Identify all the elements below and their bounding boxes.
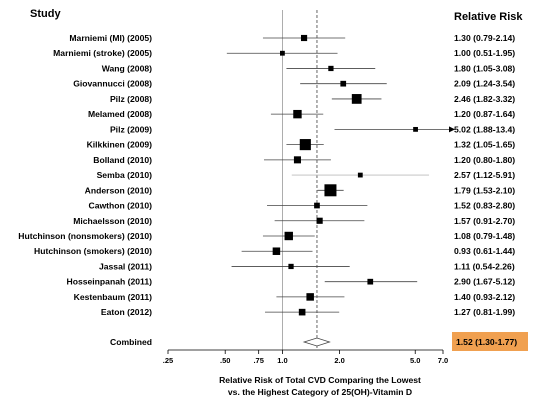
combined-highlight	[452, 332, 528, 351]
study-label: Kilkkinen (2009)	[87, 140, 153, 150]
rr-value: 1.20 (0.80-1.80)	[454, 155, 515, 165]
x-tick-label: 1.0	[277, 356, 287, 365]
rr-value: 1.57 (0.91-2.70)	[454, 216, 515, 226]
rr-value: 1.32 (1.05-1.65)	[454, 140, 515, 150]
rr-value: 1.30 (0.79-2.14)	[454, 33, 515, 43]
rr-value: 2.57 (1.12-5.91)	[454, 170, 515, 180]
rr-value: 0.93 (0.61-1.44)	[454, 246, 515, 256]
point-estimate	[340, 80, 347, 87]
point-estimate	[306, 293, 314, 301]
point-estimate	[280, 50, 285, 56]
rr-value: 1.27 (0.81-1.99)	[454, 307, 515, 317]
rr-value: 1.40 (0.93-2.12)	[454, 292, 515, 302]
rr-value: 1.08 (0.79-1.48)	[454, 231, 515, 241]
rr-value: 1.11 (0.54-2.26)	[454, 261, 515, 271]
x-tick-label: .75	[253, 356, 263, 365]
study-label: Kestenbaum (2011)	[74, 292, 152, 302]
rr-value: 2.09 (1.24-3.54)	[454, 79, 515, 89]
point-estimate	[284, 231, 293, 241]
point-estimate	[299, 139, 311, 151]
point-estimate	[316, 217, 323, 224]
study-label: Marniemi (stroke) (2005)	[53, 48, 152, 58]
rr-value: 1.52 (0.83-2.80)	[454, 201, 515, 211]
study-label: Cawthon (2010)	[88, 201, 152, 211]
x-tick-label: 2.0	[334, 356, 344, 365]
x-tick-label: 7.0	[438, 356, 448, 365]
study-label: Hutchinson (smokers) (2010)	[34, 246, 152, 256]
x-axis-label-line2: vs. the Highest Category of 25(OH)-Vitam…	[228, 387, 412, 397]
x-tick-label: .25	[163, 356, 173, 365]
rr-value: 2.46 (1.82-3.32)	[454, 94, 515, 104]
x-tick-label: 5.0	[410, 356, 420, 365]
rr-value: 1.80 (1.05-3.08)	[454, 63, 515, 73]
combined-label: Combined	[110, 337, 152, 347]
x-axis: .25 .50 .75 1.0 2.0 5.0 7.0	[163, 349, 448, 365]
study-label: Eaton (2012)	[101, 307, 152, 317]
rr-value: 1.79 (1.53-2.10)	[454, 185, 515, 195]
point-estimate	[288, 263, 294, 270]
combined-value: 1.52 (1.30-1.77)	[456, 337, 517, 347]
rr-value: 5.02 (1.88-13.4)	[454, 124, 515, 134]
ci-arrow	[449, 126, 455, 133]
study-label: Bolland (2010)	[93, 155, 152, 165]
study-label: Anderson (2010)	[85, 185, 152, 195]
study-label: Hosseinpanah (2011)	[67, 277, 153, 287]
point-estimate	[293, 156, 301, 164]
study-label: Hutchinson (nonsmokers) (2010)	[18, 231, 152, 241]
relative-risk-values: 1.30 (0.79-2.14) 1.00 (0.51-1.95) 1.80 (1.…	[454, 33, 515, 317]
gridlines	[282, 10, 318, 350]
rr-value: 1.20 (0.87-1.64)	[454, 109, 515, 119]
study-label: Wang (2008)	[102, 63, 152, 73]
study-label: Pilz (2008)	[110, 94, 152, 104]
point-estimate	[298, 308, 306, 316]
relative-risk-header: Relative Risk	[454, 11, 523, 23]
study-header: Study	[30, 8, 61, 20]
combined-diamond	[302, 337, 331, 347]
point-estimate	[328, 65, 334, 72]
rr-value: 2.90 (1.67-5.12)	[454, 277, 515, 287]
x-axis-label-line1: Relative Risk of Total CVD Comparing the…	[219, 375, 421, 385]
point-estimate	[314, 202, 320, 209]
study-label: Pilz (2009)	[110, 124, 152, 134]
point-estimate	[293, 109, 302, 119]
rr-value: 1.00 (0.51-1.95)	[454, 48, 515, 58]
study-label: Semba (2010)	[97, 170, 153, 180]
study-label: Marniemi (MI) (2005)	[69, 33, 152, 43]
combined-row: Combined 1.52 (1.30-1.77)	[110, 332, 528, 351]
study-label: Melamed (2008)	[88, 109, 152, 119]
point-estimate	[272, 247, 281, 255]
x-tick-label: .50	[220, 356, 230, 365]
study-label: Giovannucci (2008)	[73, 79, 152, 89]
study-label: Michaelsson (2010)	[73, 216, 152, 226]
study-labels: Marniemi (MI) (2005) Marniemi (stroke) (2…	[18, 33, 152, 317]
study-marks	[226, 34, 455, 316]
point-estimate	[357, 172, 363, 178]
point-estimate	[413, 126, 418, 132]
point-estimate	[351, 94, 362, 104]
point-estimate	[300, 34, 308, 42]
point-estimate	[324, 184, 337, 197]
study-label: Jassal (2011)	[99, 261, 152, 271]
point-estimate	[367, 278, 374, 285]
